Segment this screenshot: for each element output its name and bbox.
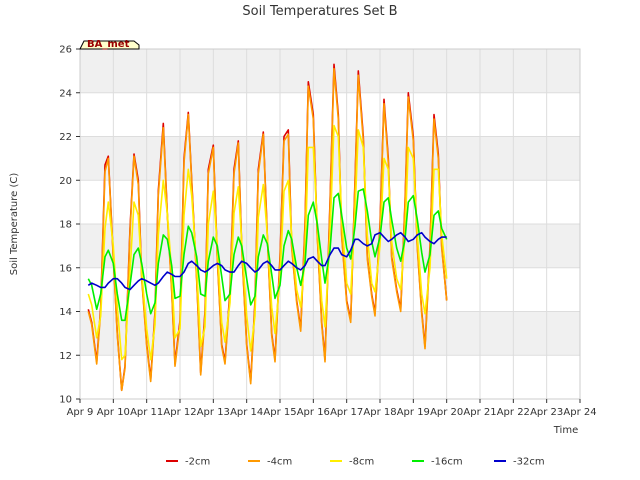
y-tick-label: 14 (59, 307, 72, 318)
x-tick-label: Apr 16 (297, 407, 330, 418)
y-axis-label: Soil Temperature (C) (9, 173, 20, 276)
y-tick-label: 10 (59, 395, 72, 406)
plot-band (80, 136, 580, 181)
y-tick-label: 20 (59, 176, 72, 187)
series-line-32cm (87, 231, 447, 291)
x-tick-label: Apr 10 (97, 407, 130, 418)
plot-band (80, 49, 580, 93)
x-tick-label: Apr 12 (163, 407, 196, 418)
series-line-16cm (87, 188, 448, 322)
y-tick-label: 24 (59, 88, 72, 99)
legend-label: -16cm (431, 457, 463, 468)
x-tick-label: Apr 13 (197, 407, 230, 418)
y-tick-label: 26 (59, 45, 72, 56)
x-tick-label: Apr 15 (263, 407, 296, 418)
legend: -2cm -4cm -8cm -16cm -32cm (166, 457, 545, 468)
x-axis-ticks: Apr 9 Apr 10 Apr 11 Apr 12 Apr 13 Apr 14 Apr 1… (67, 399, 597, 418)
legend-label: -4cm (267, 457, 292, 468)
x-tick-label: Apr 9 (67, 407, 94, 418)
site-badge: BA_met (79, 39, 140, 50)
legend-label: -2cm (185, 457, 210, 468)
x-tick-label: Apr 11 (130, 407, 163, 418)
site-badge-label: BA_met (87, 39, 130, 50)
x-tick-label: Apr 22 (497, 407, 530, 418)
x-tick-label: Apr 19 (397, 407, 430, 418)
y-tick-label: 16 (59, 263, 72, 274)
chart-title: Soil Temperatures Set B (242, 4, 397, 19)
x-tick-label: Apr 18 (363, 407, 396, 418)
site-badge-box (79, 40, 140, 50)
x-tick-label: Apr 17 (330, 407, 363, 418)
x-tick-label: Apr 24 (563, 407, 596, 418)
x-tick-label: Apr 20 (430, 407, 463, 418)
series-line-8cm (87, 124, 448, 361)
legend-label: -32cm (513, 457, 545, 468)
y-tick-label: 18 (59, 220, 72, 231)
plot-band (80, 311, 580, 356)
x-tick-label: Apr 14 (230, 407, 263, 418)
x-axis-label: Time (553, 425, 578, 436)
y-axis-ticks: 10 12 14 16 18 20 22 24 26 (59, 45, 80, 406)
legend-label: -8cm (349, 457, 374, 468)
x-tick-label: Apr 21 (463, 407, 496, 418)
y-tick-label: 22 (59, 132, 72, 143)
y-tick-label: 12 (59, 351, 72, 362)
series-lines (87, 63, 448, 392)
x-tick-label: Apr 23 (530, 407, 563, 418)
